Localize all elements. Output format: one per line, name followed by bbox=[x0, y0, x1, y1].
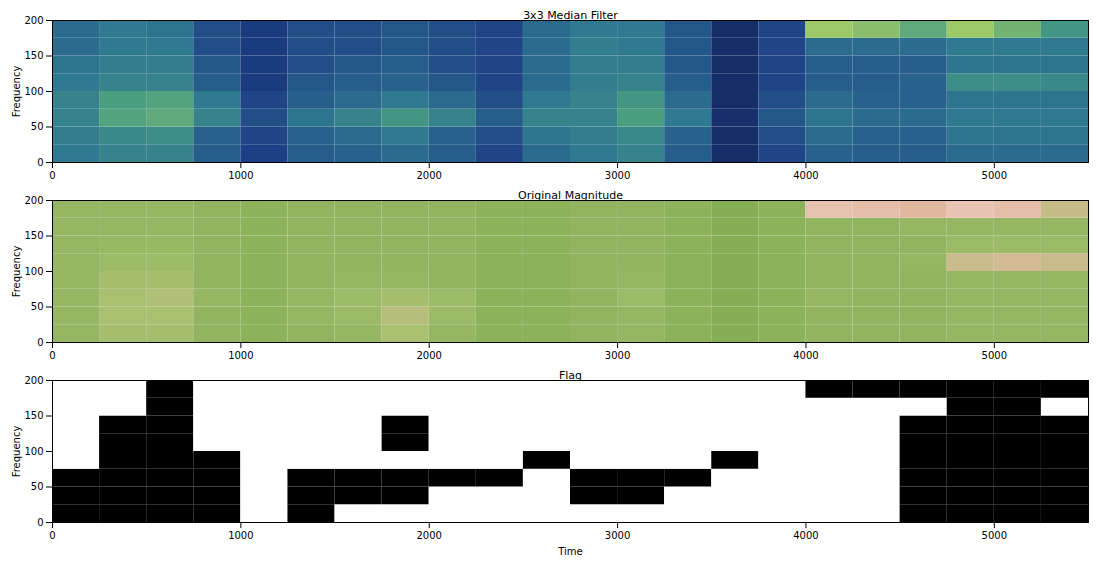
svg-text:Frequency: Frequency bbox=[11, 246, 22, 298]
svg-text:50: 50 bbox=[31, 481, 44, 492]
svg-text:3000: 3000 bbox=[605, 170, 630, 181]
svg-text:Flag: Flag bbox=[559, 369, 582, 382]
svg-text:150: 150 bbox=[24, 410, 43, 421]
svg-text:200: 200 bbox=[24, 375, 43, 386]
svg-text:200: 200 bbox=[24, 15, 43, 26]
svg-text:0: 0 bbox=[37, 337, 43, 348]
svg-text:1000: 1000 bbox=[228, 350, 253, 361]
svg-text:0: 0 bbox=[37, 517, 43, 528]
svg-text:150: 150 bbox=[24, 230, 43, 241]
svg-text:2000: 2000 bbox=[417, 170, 442, 181]
svg-text:200: 200 bbox=[24, 195, 43, 206]
svg-text:3000: 3000 bbox=[605, 350, 630, 361]
svg-text:5000: 5000 bbox=[982, 170, 1007, 181]
svg-text:5000: 5000 bbox=[982, 530, 1007, 541]
svg-text:1000: 1000 bbox=[228, 530, 253, 541]
svg-text:2000: 2000 bbox=[417, 350, 442, 361]
svg-text:4000: 4000 bbox=[793, 530, 818, 541]
svg-text:Frequency: Frequency bbox=[11, 66, 22, 118]
svg-text:0: 0 bbox=[49, 530, 55, 541]
svg-text:Time: Time bbox=[557, 546, 582, 557]
svg-text:100: 100 bbox=[24, 86, 43, 97]
svg-text:0: 0 bbox=[37, 157, 43, 168]
svg-text:100: 100 bbox=[24, 266, 43, 277]
svg-text:50: 50 bbox=[31, 301, 44, 312]
svg-text:100: 100 bbox=[24, 446, 43, 457]
svg-text:0: 0 bbox=[49, 350, 55, 361]
svg-text:3000: 3000 bbox=[605, 530, 630, 541]
svg-text:2000: 2000 bbox=[417, 530, 442, 541]
svg-text:4000: 4000 bbox=[793, 350, 818, 361]
svg-text:4000: 4000 bbox=[793, 170, 818, 181]
svg-text:Original Magnitude: Original Magnitude bbox=[518, 189, 623, 202]
svg-text:0: 0 bbox=[49, 170, 55, 181]
svg-text:50: 50 bbox=[31, 121, 44, 132]
svg-text:3x3 Median Filter: 3x3 Median Filter bbox=[523, 9, 618, 22]
svg-text:150: 150 bbox=[24, 50, 43, 61]
svg-text:5000: 5000 bbox=[982, 350, 1007, 361]
svg-text:1000: 1000 bbox=[228, 170, 253, 181]
svg-text:Frequency: Frequency bbox=[11, 426, 22, 478]
